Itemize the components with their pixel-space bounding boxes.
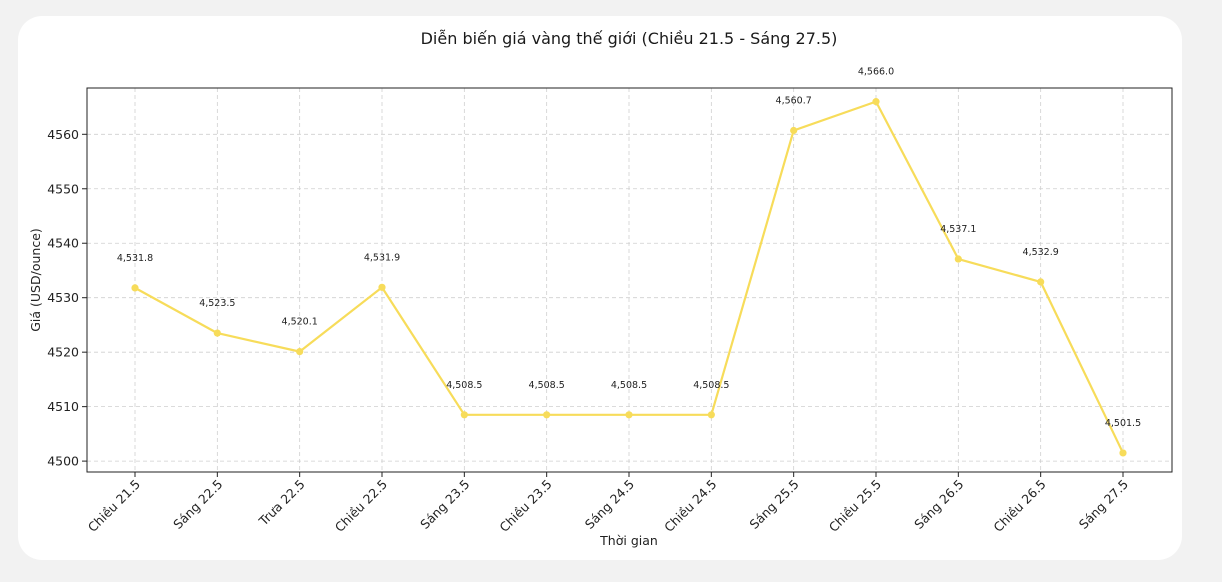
y-tick-label: 4560 — [47, 127, 79, 142]
data-label: 4,508.5 — [529, 380, 565, 391]
data-label: 4,531.9 — [364, 252, 400, 263]
data-labels: 4,531.8 4,523.5 4,520.1 4,531.9 4,508.5 4,508… — [117, 67, 1141, 429]
x-axis-label: Thời gian — [599, 533, 658, 548]
x-tick-label: Sáng 26.5 — [911, 477, 966, 532]
x-tick-label: Chiều 25.5 — [826, 477, 884, 535]
x-tick-label: Sáng 25.5 — [746, 477, 801, 532]
y-tick-label: 4530 — [47, 290, 79, 305]
x-axis-ticks: Chiều 21.5 Sáng 22.5 Trưa 22.5 Chiều 22.5 Sá… — [85, 472, 1131, 535]
y-tick-label: 4510 — [47, 399, 79, 414]
y-tick-label: 4520 — [47, 345, 79, 360]
x-tick-label: Trưa 22.5 — [255, 477, 308, 530]
data-label: 4,508.5 — [693, 380, 729, 391]
data-point — [543, 411, 551, 419]
y-axis-ticks: 4500 4510 4520 4530 4540 4550 4560 — [47, 127, 87, 469]
x-tick-label: Sáng 24.5 — [582, 477, 637, 532]
y-axis-label: Giá (USD/ounce) — [28, 228, 43, 332]
data-point — [707, 411, 715, 419]
data-label: 4,508.5 — [446, 380, 482, 391]
series-gold-price — [131, 98, 1127, 457]
y-tick-label: 4550 — [47, 181, 79, 196]
data-label: 4,532.9 — [1023, 247, 1059, 258]
data-label: 4,501.5 — [1105, 418, 1141, 429]
data-point — [1037, 278, 1045, 286]
x-tick-label: Sáng 22.5 — [170, 477, 225, 532]
data-point — [378, 283, 386, 291]
chart-card — [18, 16, 1182, 560]
x-tick-label: Sáng 23.5 — [417, 477, 472, 532]
x-tick-label: Chiều 21.5 — [85, 477, 143, 535]
data-point — [1119, 449, 1127, 457]
data-point — [954, 255, 962, 263]
data-label: 4,531.8 — [117, 253, 153, 264]
data-label: 4,520.1 — [282, 317, 318, 328]
data-label: 4,560.7 — [776, 95, 812, 106]
data-label: 4,508.5 — [611, 380, 647, 391]
data-point — [872, 98, 880, 106]
data-point — [625, 411, 633, 419]
data-point — [790, 126, 798, 135]
data-label: 4,566.0 — [858, 67, 894, 78]
data-point — [213, 329, 221, 337]
y-tick-label: 4500 — [47, 454, 79, 469]
data-label: 4,523.5 — [199, 298, 235, 309]
grid-lines — [87, 88, 1172, 472]
data-point — [296, 348, 304, 356]
x-tick-label: Chiều 23.5 — [496, 477, 554, 535]
y-tick-label: 4540 — [47, 236, 79, 251]
x-tick-label: Chiều 26.5 — [990, 477, 1048, 535]
x-tick-label: Chiều 24.5 — [661, 477, 719, 535]
data-point — [131, 284, 139, 292]
x-tick-label: Sáng 27.5 — [1076, 477, 1131, 532]
chart-title: Diễn biến giá vàng thế giới (Chiều 21.5 … — [421, 29, 838, 48]
data-point — [460, 411, 468, 419]
x-tick-label: Chiều 22.5 — [332, 477, 390, 535]
data-label: 4,537.1 — [940, 224, 976, 235]
